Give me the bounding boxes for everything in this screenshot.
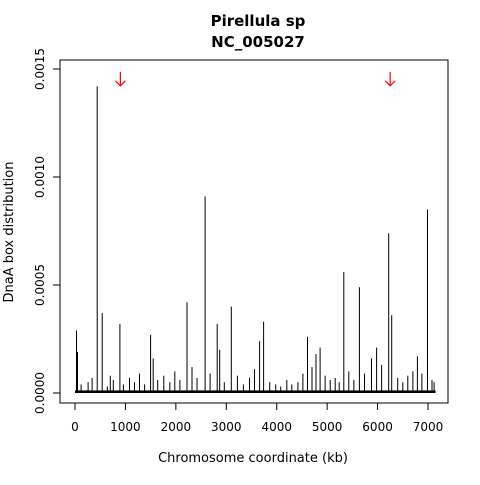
red-arrow-annotation	[114, 71, 126, 87]
x-tick-label: 0	[71, 420, 79, 434]
x-tick-label: 6000	[362, 420, 393, 434]
y-axis: 0.0000 0.0005 0.0010 0.0015	[33, 48, 61, 414]
x-tick-label: 3000	[211, 420, 242, 434]
x-tick-label: 4000	[261, 420, 292, 434]
x-axis-label: Chromosome coordinate (kb)	[158, 451, 348, 466]
plot-frame	[59, 59, 449, 404]
x-tick-label: 5000	[312, 420, 343, 434]
baseline-strip	[75, 390, 436, 393]
y-axis-label: DnaA box distribution	[2, 162, 17, 303]
x-tick-label: 2000	[161, 420, 192, 434]
y-tick-label: 0.0000	[33, 372, 47, 414]
x-tick-label: 1000	[110, 420, 141, 434]
bar-series	[75, 86, 436, 393]
y-tick-label: 0.0005	[33, 264, 47, 306]
red-arrow-annotation	[384, 71, 396, 87]
x-axis: 0 1000 2000 3000 4000 5000 6000 7000	[71, 402, 444, 434]
chart-subtitle: NC_005027	[211, 33, 305, 51]
y-tick-label: 0.0015	[33, 48, 47, 90]
x-tick-label: 7000	[413, 420, 444, 434]
chart-title: Pirellula sp	[211, 12, 306, 30]
y-tick-label: 0.0010	[33, 156, 47, 198]
annotation-arrows	[114, 71, 396, 87]
